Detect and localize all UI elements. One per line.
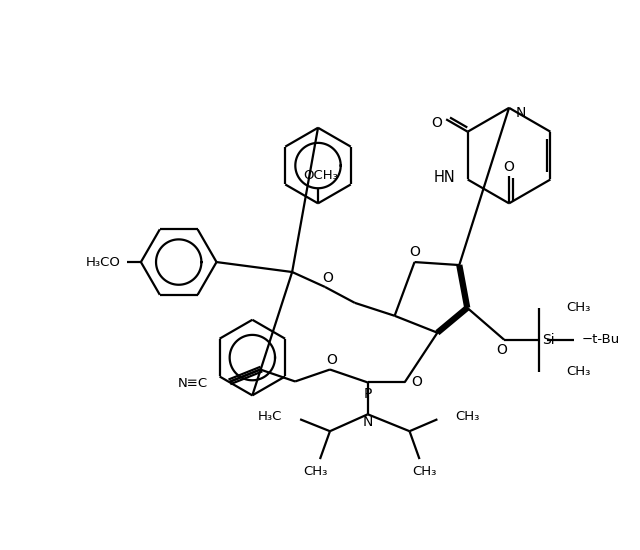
Text: N: N [516, 106, 526, 120]
Text: O: O [326, 353, 337, 366]
Text: CH₃: CH₃ [303, 465, 327, 477]
Text: O: O [411, 376, 422, 389]
Text: CH₃: CH₃ [455, 410, 480, 423]
Text: H₃C: H₃C [258, 410, 282, 423]
Text: O: O [323, 271, 333, 285]
Text: O: O [409, 245, 420, 259]
Text: OCH₃: OCH₃ [303, 169, 339, 182]
Text: O: O [431, 116, 442, 130]
Text: CH₃: CH₃ [412, 465, 436, 477]
Text: O: O [497, 343, 508, 356]
Text: N: N [363, 415, 373, 429]
Text: P: P [364, 387, 372, 402]
Text: N≡C: N≡C [177, 377, 207, 390]
Text: HN: HN [434, 170, 456, 185]
Text: CH₃: CH₃ [567, 301, 591, 315]
Text: O: O [504, 160, 515, 174]
Text: H₃CO: H₃CO [86, 256, 121, 268]
Text: CH₃: CH₃ [567, 365, 591, 378]
Text: −t-Bu: −t-Bu [582, 333, 620, 346]
Text: Si: Si [542, 333, 554, 346]
